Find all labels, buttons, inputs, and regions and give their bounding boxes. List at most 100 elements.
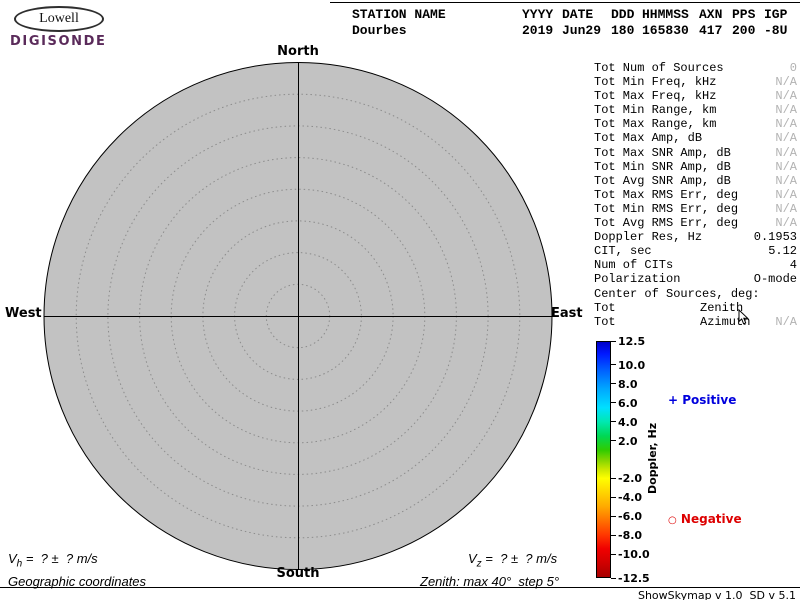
stat-label: Tot Avg RMS Err, deg bbox=[594, 216, 739, 231]
header-col-label: YYYY bbox=[522, 7, 554, 22]
header-col-value: -8U bbox=[764, 23, 788, 38]
stat-label: Tot Min SNR Amp, dB bbox=[594, 159, 731, 174]
stat-mid-label: Zenith bbox=[700, 300, 744, 315]
stat-row: Tot Min SNR Amp, dB N/A bbox=[594, 160, 797, 174]
coordinates-mode-label: Geographic coordinates bbox=[8, 574, 147, 589]
stat-label: Tot bbox=[594, 300, 616, 315]
stat-value: N/A bbox=[775, 159, 797, 174]
stat-value: N/A bbox=[775, 103, 797, 118]
stats-panel: Tot Num of Sources 0 Tot Min Freq, kHz N/A T… bbox=[594, 61, 797, 329]
vz-symbol: V bbox=[468, 551, 477, 566]
colorbar-tick-label: 2.0 bbox=[618, 434, 638, 448]
compass-label-south: South bbox=[276, 566, 320, 581]
colorbar-gradient bbox=[596, 341, 611, 578]
plus-marker-icon: + bbox=[668, 393, 679, 407]
stat-label: Tot Min Freq, kHz bbox=[594, 75, 717, 90]
stat-label: Num of CITs bbox=[594, 258, 674, 273]
stat-value: N/A bbox=[775, 131, 797, 146]
stat-value: N/A bbox=[775, 75, 797, 90]
stat-value: N/A bbox=[775, 216, 797, 231]
stat-label: Tot Min Range, km bbox=[594, 103, 717, 118]
stat-label: Doppler Res, Hz bbox=[594, 230, 703, 245]
colorbar-tick bbox=[611, 421, 616, 423]
stat-row: Tot Max RMS Err, deg N/A bbox=[594, 188, 797, 202]
stat-row: Tot Max Range, km N/A bbox=[594, 117, 797, 131]
stat-value: N/A bbox=[775, 145, 797, 160]
stat-row: Doppler Res, Hz 0.1953 bbox=[594, 230, 797, 244]
stat-row: Tot Max Freq, kHz N/A bbox=[594, 89, 797, 103]
stat-value: N/A bbox=[775, 117, 797, 132]
colorbar-tick bbox=[611, 440, 616, 442]
vh-value: = ? ± ? m/s bbox=[22, 551, 98, 566]
colorbar-tick bbox=[611, 402, 616, 404]
colorbar-tick bbox=[611, 534, 616, 536]
header-col-value: 200 bbox=[732, 23, 756, 38]
header-col-label: PPS bbox=[732, 7, 756, 22]
colorbar-tick-label: 8.0 bbox=[618, 377, 638, 391]
stat-label: Tot Min RMS Err, deg bbox=[594, 201, 739, 216]
footer-rule bbox=[0, 587, 800, 588]
vh-subscript: h bbox=[16, 558, 23, 570]
stat-value: O-mode bbox=[753, 272, 797, 287]
station-header: STATION NAME YYYY DATE DDD HHMMSS AXN PPS IGP D… bbox=[352, 7, 799, 39]
header-top-rule bbox=[330, 2, 800, 3]
velocity-horizontal-readout: Vh = ? ± ? m/s bbox=[8, 551, 98, 570]
header-col-value: Dourbes bbox=[352, 23, 407, 38]
stat-label: Tot bbox=[594, 314, 616, 329]
zenith-scale-label: Zenith: max 40° step 5° bbox=[420, 574, 560, 589]
negative-legend: ○ Negative bbox=[668, 512, 742, 526]
stat-row: Tot Num of Sources 0 bbox=[594, 61, 797, 75]
logo-text-digisonde: DIGISONDE bbox=[10, 34, 107, 49]
header-values-row: Dourbes 2019 Jun29 180 165830 417 200 -8U bbox=[352, 23, 799, 39]
colorbar-tick-label: 6.0 bbox=[618, 396, 638, 410]
header-col-value: 165830 bbox=[642, 23, 689, 38]
colorbar-tick-label: -12.5 bbox=[618, 572, 650, 585]
colorbar-tick-label: -4.0 bbox=[618, 491, 643, 505]
header-col-label: IGP bbox=[764, 7, 788, 22]
colorbar-tick-label: -10.0 bbox=[618, 548, 650, 562]
stat-value: N/A bbox=[775, 187, 797, 202]
skymap-svg bbox=[43, 62, 553, 570]
stat-row: Tot Zenith bbox=[594, 301, 797, 315]
stat-value: N/A bbox=[775, 314, 797, 329]
lowell-digisonde-logo: Lowell DIGISONDE bbox=[10, 6, 120, 52]
stat-row: Tot Max SNR Amp, dB N/A bbox=[594, 146, 797, 160]
stat-value: 5.12 bbox=[768, 244, 797, 259]
velocity-vertical-readout: Vz = ? ± ? m/s bbox=[468, 551, 557, 570]
logo-text-lowell: Lowell bbox=[39, 11, 79, 26]
positive-legend: + Positive bbox=[668, 393, 736, 407]
stat-value: N/A bbox=[775, 201, 797, 216]
stat-row: Tot Min Freq, kHz N/A bbox=[594, 75, 797, 89]
stat-label: Tot Max SNR Amp, dB bbox=[594, 145, 731, 160]
header-col-value: 417 bbox=[699, 23, 723, 38]
positive-label: Positive bbox=[682, 393, 737, 407]
stat-value: 0.1953 bbox=[753, 230, 797, 245]
header-col-value: 180 bbox=[611, 23, 635, 38]
stat-row: CIT, sec 5.12 bbox=[594, 244, 797, 258]
lowell-logo-oval: Lowell bbox=[14, 6, 104, 32]
stat-value: 0 bbox=[789, 61, 797, 75]
colorbar-tick bbox=[611, 553, 616, 555]
colorbar-tick bbox=[611, 577, 616, 579]
mouse-cursor-icon bbox=[738, 309, 749, 325]
colorbar-tick bbox=[611, 477, 616, 479]
stat-label: Center of Sources, deg: bbox=[594, 286, 760, 301]
colorbar-tick-label: 12.5 bbox=[618, 335, 646, 348]
colorbar-tick-label: 4.0 bbox=[618, 415, 638, 429]
stat-label: Tot Max Freq, kHz bbox=[594, 89, 717, 104]
header-col-label: HHMMSS bbox=[642, 7, 689, 22]
header-col-label: AXN bbox=[699, 7, 723, 22]
colorbar-tick bbox=[611, 340, 616, 342]
header-col-label: DDD bbox=[611, 7, 635, 22]
colorbar-tick-label: -6.0 bbox=[618, 510, 643, 524]
stat-label: Tot Max Range, km bbox=[594, 117, 717, 132]
negative-label: Negative bbox=[680, 512, 742, 526]
header-col-label: STATION NAME bbox=[352, 7, 446, 22]
colorbar-tick bbox=[611, 515, 616, 517]
stat-value: N/A bbox=[775, 89, 797, 104]
stat-label: Tot Max Amp, dB bbox=[594, 131, 703, 146]
header-labels-row: STATION NAME YYYY DATE DDD HHMMSS AXN PPS IGP bbox=[352, 7, 799, 23]
stat-value: 4 bbox=[789, 258, 797, 273]
colorbar-tick-label: -8.0 bbox=[618, 529, 643, 543]
